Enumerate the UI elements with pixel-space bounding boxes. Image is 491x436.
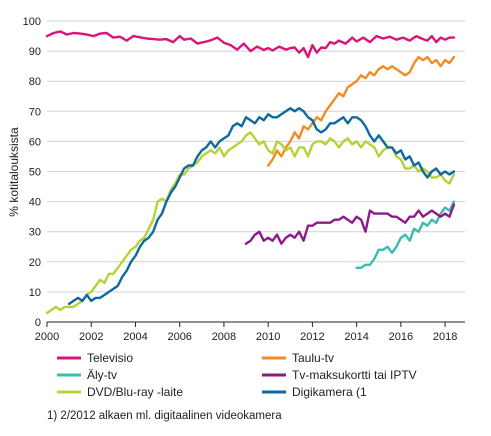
legend-item: Äly-tv: [57, 368, 117, 382]
x-tick-label: 2000: [35, 331, 59, 343]
x-axis-tick-labels: 2000 2002 2004 2006 2008 2010 2012 2014 2016 2018: [35, 331, 458, 343]
legend-item: Tv-maksukortti tai IPTV: [262, 368, 417, 382]
x-tick-label: 2008: [212, 331, 236, 343]
y-tick-label: 40: [29, 197, 41, 209]
legend-label: DVD/Blu-ray -laite: [87, 385, 183, 399]
y-tick-label: 50: [29, 167, 41, 179]
x-tick-label: 2010: [256, 331, 280, 343]
y-axis-tick-labels: 0 10 20 30 40 50 60 70 80 90 100: [23, 16, 41, 329]
x-tick-label: 2014: [344, 331, 368, 343]
y-tick-label: 60: [29, 136, 41, 148]
y-tick-label: 10: [29, 287, 41, 299]
x-tick-label: 2002: [79, 331, 103, 343]
series-lines: [45, 30, 456, 315]
series-line-2: [267, 55, 456, 167]
gridlines: [47, 20, 465, 293]
legend-label: Televisio: [87, 351, 133, 365]
legend-label: Digikamera (1: [292, 385, 367, 399]
footnote: 1) 2/2012 alkaen ml. digitaalinen videok…: [47, 410, 282, 422]
series-line-1: [45, 30, 456, 59]
legend: Televisio Taulu-tv Äly-tv Tv-maksukortti ta…: [57, 351, 417, 399]
series-line-3: [355, 200, 456, 269]
y-tick-label: 70: [29, 106, 41, 118]
legend-label: Äly-tv: [87, 368, 117, 382]
legend-item: Digikamera (1: [262, 385, 367, 399]
y-tick-label: 90: [29, 46, 41, 58]
series-line-5: [45, 131, 456, 315]
legend-label: Tv-maksukortti tai IPTV: [292, 368, 417, 382]
series-line-6: [67, 107, 456, 306]
x-tick-label: 2004: [123, 331, 147, 343]
x-tick-label: 2018: [433, 331, 457, 343]
x-tick-label: 2006: [167, 331, 191, 343]
legend-label: Taulu-tv: [292, 351, 334, 365]
y-tick-label: 30: [29, 227, 41, 239]
y-axis-label: % kotitalouksista: [7, 127, 21, 217]
y-tick-label: 80: [29, 76, 41, 88]
legend-item: Taulu-tv: [262, 351, 334, 365]
x-axis: [46, 321, 465, 327]
x-tick-label: 2016: [389, 331, 413, 343]
y-tick-label: 20: [29, 257, 41, 269]
x-tick-label: 2012: [300, 331, 324, 343]
legend-item: DVD/Blu-ray -laite: [57, 385, 183, 399]
legend-item: Televisio: [57, 351, 133, 365]
y-tick-label: 100: [23, 16, 41, 28]
y-tick-label: 0: [35, 317, 41, 329]
series-line-4: [244, 203, 456, 245]
